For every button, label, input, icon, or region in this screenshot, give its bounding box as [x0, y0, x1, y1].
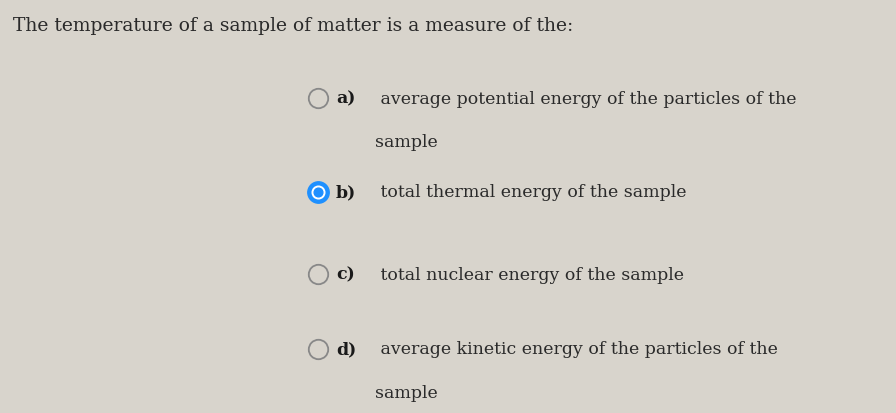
Text: total nuclear energy of the sample: total nuclear energy of the sample	[375, 266, 684, 283]
Text: sample: sample	[375, 384, 437, 401]
Text: a): a)	[336, 90, 356, 108]
Text: c): c)	[336, 266, 355, 283]
Text: b): b)	[336, 183, 357, 201]
Text: d): d)	[336, 340, 357, 358]
Text: average potential energy of the particles of the: average potential energy of the particle…	[375, 90, 796, 108]
Text: total thermal energy of the sample: total thermal energy of the sample	[375, 183, 686, 201]
Text: sample: sample	[375, 134, 437, 151]
Text: average kinetic energy of the particles of the: average kinetic energy of the particles …	[375, 340, 778, 358]
Text: The temperature of a sample of matter is a measure of the:: The temperature of a sample of matter is…	[13, 17, 573, 34]
